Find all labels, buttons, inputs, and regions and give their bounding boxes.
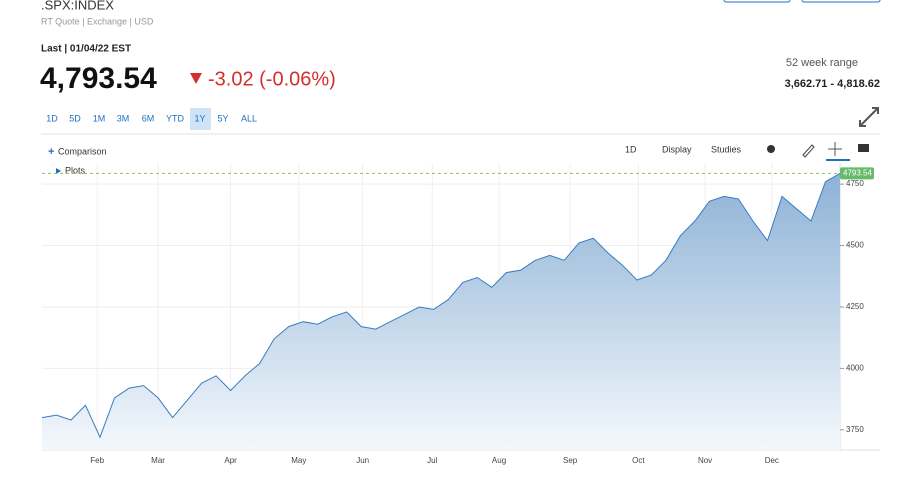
last-price-tag	[840, 167, 874, 180]
symbol: .SPX:INDEX	[41, 0, 114, 12]
range-button[interactable]: ALL	[241, 113, 257, 123]
y-tick-label: 4750	[846, 179, 864, 188]
y-tick-label: 4500	[846, 241, 864, 250]
price-line	[41, 172, 841, 439]
range-title: 52 week range	[786, 57, 858, 69]
range-button[interactable]: 1D	[46, 113, 58, 123]
button[interactable]	[723, 0, 791, 3]
y-tick-label: 3750	[846, 425, 864, 434]
crosshair-icon[interactable]	[828, 142, 842, 156]
x-tick-label: Nov	[698, 456, 712, 465]
x-tick-label: Aug	[492, 456, 506, 465]
plot: 3750 4000 4250 4500 4750 Feb Mar Apr May Jun Jul Au…	[41, 163, 880, 465]
range-button[interactable]: 1Y	[194, 113, 205, 123]
display[interactable]: Display	[662, 144, 692, 154]
draw-icon[interactable]	[802, 144, 815, 158]
x-tick-label: Sep	[563, 456, 578, 465]
button[interactable]	[801, 0, 881, 3]
x-tick-label: Oct	[632, 456, 645, 465]
change: -3.02 (-0.06%)	[208, 68, 336, 90]
settings-icon[interactable]	[767, 145, 775, 153]
x-tick-label: Jul	[427, 456, 437, 465]
price: 4,793.54	[40, 62, 157, 95]
x-tick-label: May	[291, 456, 306, 465]
subtitle: RT Quote | Exchange | USD	[41, 16, 154, 26]
last-label: Last | 01/04/22 EST	[41, 44, 131, 55]
range-button[interactable]: 3M	[117, 113, 130, 123]
x-tick-label: Mar	[151, 456, 165, 465]
y-tick-label: 4250	[846, 302, 864, 311]
studies[interactable]: Studies	[711, 144, 742, 154]
comment-icon[interactable]	[858, 144, 869, 152]
x-tick-label: Dec	[765, 456, 779, 465]
comparison[interactable]: Comparison	[58, 146, 107, 156]
x-tick-label: Apr	[224, 456, 237, 465]
last-price-label: 4793.54	[843, 169, 872, 178]
selected-bg	[190, 108, 211, 130]
plus-icon: +	[48, 146, 54, 158]
range-button[interactable]: 1M	[93, 113, 106, 123]
range-button[interactable]: 5D	[69, 113, 81, 123]
expand-icon[interactable]	[859, 107, 879, 127]
range-button[interactable]: 6M	[142, 113, 155, 123]
range-buttons: 1D 5D 1M 3M 6M YTD 1Y 5Y ALL	[46, 108, 257, 130]
range-value: 3,662.71 - 4,818.62	[785, 78, 880, 90]
area	[42, 173, 840, 450]
range-button[interactable]: YTD	[166, 113, 185, 123]
interval[interactable]: 1D	[625, 144, 637, 154]
down-arrow	[190, 73, 202, 84]
plots-icon	[56, 168, 61, 174]
x-tick-label: Jun	[356, 456, 369, 465]
plots[interactable]: Plots	[65, 165, 86, 175]
range-button[interactable]: 5Y	[217, 113, 228, 123]
x-tick-label: Feb	[90, 456, 104, 465]
y-tick-label: 4000	[846, 364, 864, 373]
